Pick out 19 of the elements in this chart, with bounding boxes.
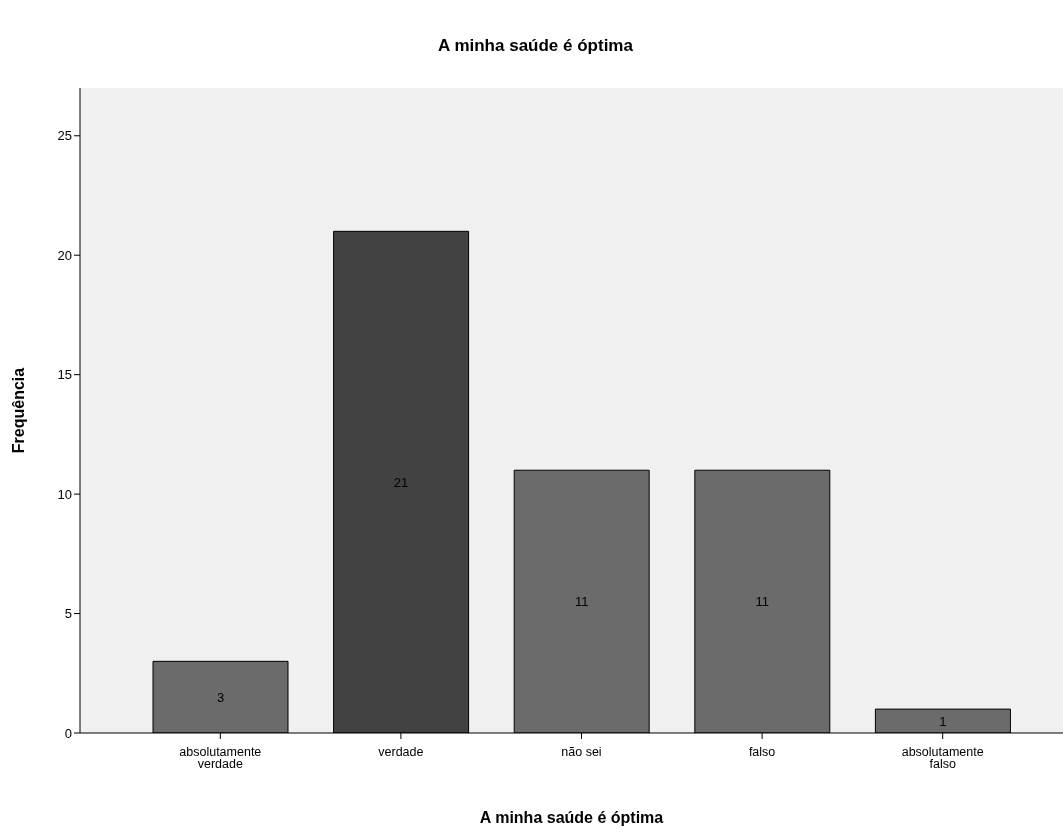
y-tick-label: 15	[57, 367, 72, 383]
y-tick-label: 20	[57, 247, 72, 263]
x-tick-label: falso	[748, 744, 776, 759]
data-label: 11	[574, 594, 589, 610]
x-axis-title: A minha saúde é óptima	[479, 809, 664, 826]
data-label: 11	[755, 594, 770, 610]
x-tick-label: verdade	[378, 744, 424, 759]
x-tick-label: absolutamente verdade	[179, 744, 262, 771]
y-tick-label: 0	[64, 725, 72, 741]
y-tick-label: 25	[57, 128, 72, 144]
data-label: 1	[939, 713, 947, 729]
y-axis-title: Frequência	[9, 367, 27, 454]
y-tick-label: 5	[64, 606, 72, 622]
chart-title: A minha saúde é óptima	[437, 36, 634, 56]
x-tick-label: absolutamente falso	[901, 744, 984, 771]
x-tick-label: não sei	[561, 744, 602, 759]
data-label: 21	[393, 474, 409, 490]
y-tick-label: 10	[57, 486, 72, 502]
data-label: 3	[216, 689, 225, 705]
